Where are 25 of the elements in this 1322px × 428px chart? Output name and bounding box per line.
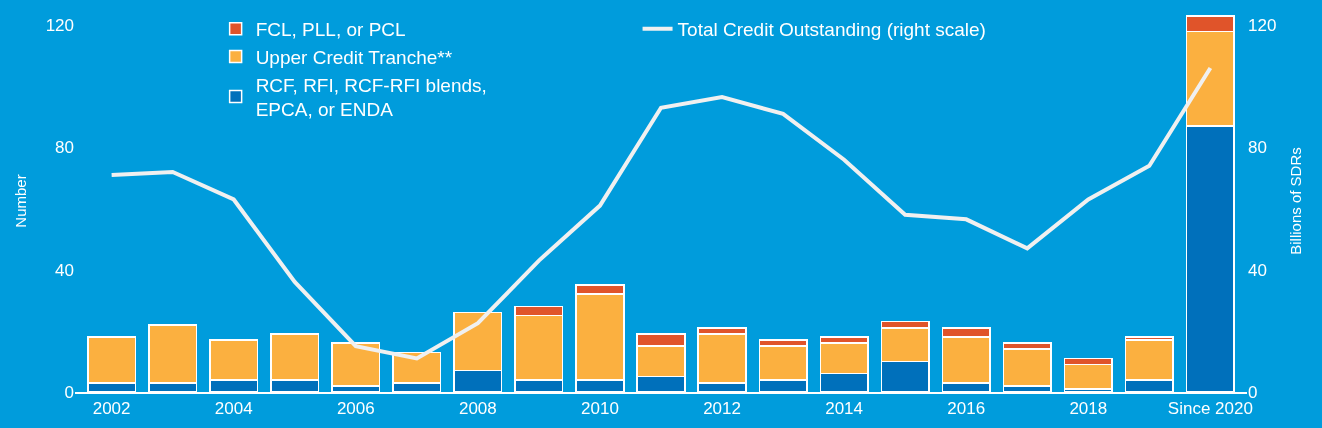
x-tick-label: 2004	[214, 399, 253, 419]
y-tick-label: 120	[45, 16, 74, 36]
y2-tick-label: 0	[1248, 382, 1258, 402]
legend-label: Total Credit Outstanding (right scale)	[677, 19, 986, 41]
y2-axis-title: Billions of SDRs	[1287, 147, 1305, 255]
legend-label: Upper Credit Tranche**	[255, 46, 453, 68]
x-tick-label: 2014	[825, 399, 864, 419]
y-tick-label: 80	[55, 138, 74, 158]
x-tick-label: Since 2020	[1167, 399, 1253, 419]
x-tick-label: 2016	[947, 399, 986, 419]
legend-label: FCL, PLL, or PCL	[255, 19, 406, 41]
y2-tick-label: 40	[1248, 260, 1267, 280]
legend-label: RCF, RFI, RCF-RFI blends, EPCA, or ENDA	[255, 74, 487, 121]
x-tick-label: 2006	[336, 399, 375, 419]
y-axis-title: Number	[11, 174, 29, 228]
x-tick-label: 2008	[458, 399, 497, 419]
x-tick-label: 2002	[92, 399, 131, 419]
y-tick-label: 0	[64, 382, 74, 402]
x-tick-label: 2012	[703, 399, 741, 419]
x-tick-label: 2018	[1069, 399, 1108, 419]
y2-tick-label: 80	[1248, 138, 1267, 158]
y2-tick-label: 120	[1248, 16, 1277, 36]
x-tick-label: 2010	[581, 399, 619, 419]
line-series	[109, 66, 1213, 361]
y-tick-label: 40	[55, 260, 74, 280]
